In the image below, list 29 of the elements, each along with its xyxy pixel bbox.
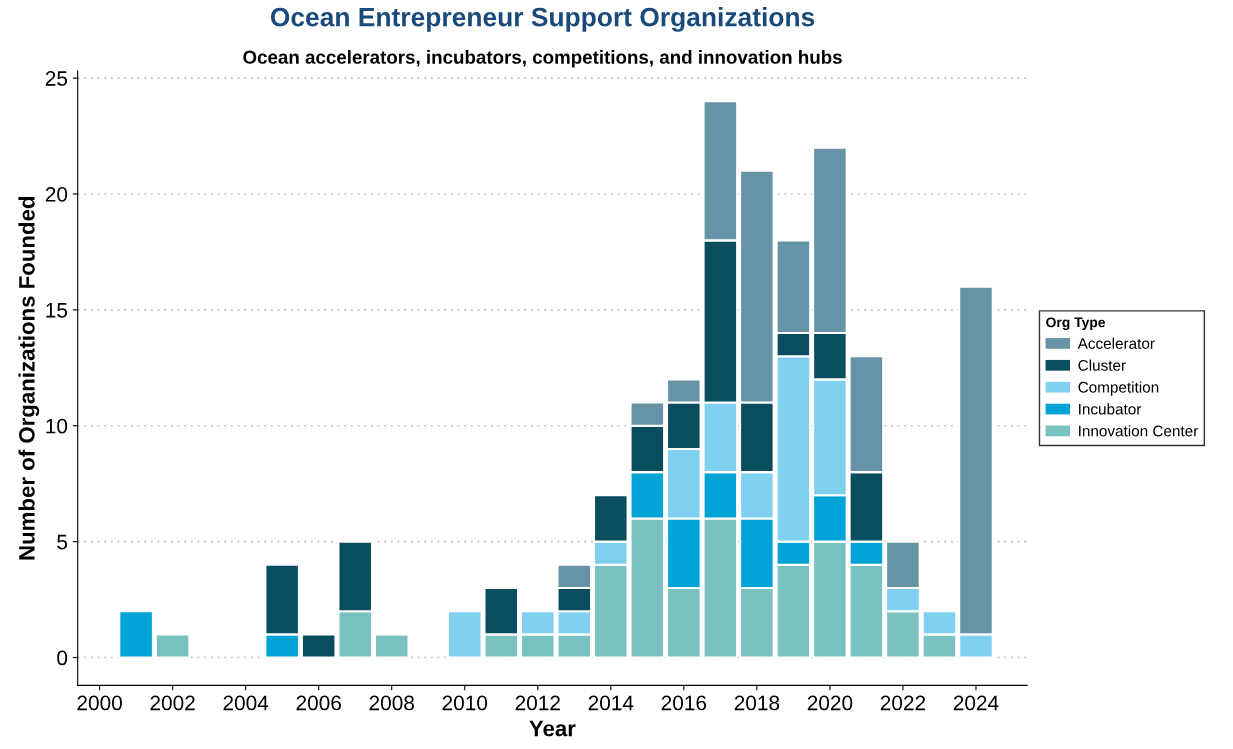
x-tick-label: 2022 <box>880 695 926 711</box>
y-tick-label: 10 <box>46 418 68 434</box>
chart-subtitle: Ocean accelerators, incubators, competitions, and innovation hubs <box>243 50 842 68</box>
x-tick-label: 2016 <box>661 695 707 711</box>
x-tick-label: 2000 <box>77 695 122 711</box>
y-tick-label: 15 <box>46 303 68 318</box>
legend-label: Cluster <box>1078 359 1126 371</box>
legend-label: Competition <box>1078 381 1159 396</box>
x-tick-label: 2008 <box>369 695 414 711</box>
x-tick-label: 2020 <box>807 695 853 711</box>
legend-label: Incubator <box>1079 403 1142 415</box>
legend-title: Org Type <box>1046 317 1106 331</box>
legend-label: Innovation Center <box>1079 425 1199 437</box>
chart-title: Ocean Entrepreneur Support Organizations <box>270 7 815 32</box>
x-tick-label: 2010 <box>442 695 488 711</box>
x-tick-label: 2014 <box>588 695 634 711</box>
x-tick-label: 2012 <box>515 695 560 711</box>
x-tick-label: 2004 <box>223 695 269 711</box>
y-axis-title: Number of Organizations Founded <box>18 196 40 560</box>
x-tick-label: 2006 <box>296 695 341 711</box>
x-tick-label: 2018 <box>734 695 780 711</box>
y-tick-label: 20 <box>45 186 68 202</box>
y-tick-label: 25 <box>45 71 68 86</box>
y-tick-label: 5 <box>57 534 68 550</box>
x-tick-label: 2002 <box>150 695 195 711</box>
x-axis-title: Year <box>529 720 576 737</box>
x-tick-label: 2024 <box>953 695 999 711</box>
y-tick-label: 0 <box>57 650 68 666</box>
legend-label: Accelerator <box>1077 337 1155 349</box>
